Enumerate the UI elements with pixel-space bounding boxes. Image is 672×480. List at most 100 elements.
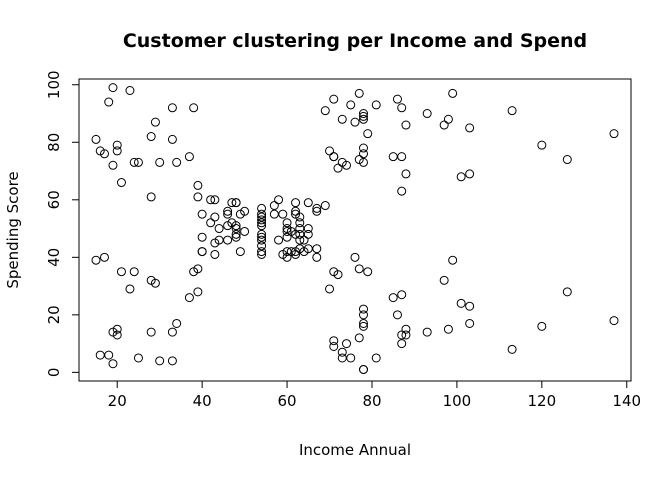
data-point <box>282 252 292 262</box>
data-point <box>269 209 279 219</box>
data-point <box>346 353 356 363</box>
y-tick-label: 60 <box>45 190 63 209</box>
data-point <box>358 364 368 374</box>
data-point <box>354 88 364 98</box>
data-point <box>257 235 267 245</box>
data-point <box>223 206 233 216</box>
data-point <box>465 318 475 328</box>
data-point <box>172 157 182 167</box>
chart-title: Customer clustering per Income and Spend <box>123 30 587 52</box>
data-point <box>401 120 411 130</box>
data-point <box>350 117 360 127</box>
data-point <box>392 94 402 104</box>
data-point <box>155 356 165 366</box>
data-point <box>206 195 216 205</box>
data-point <box>371 100 381 110</box>
plot-frame <box>78 78 632 382</box>
data-point <box>278 209 288 219</box>
data-point <box>257 215 267 225</box>
data-point <box>129 157 139 167</box>
data-point <box>333 163 343 173</box>
data-point <box>320 106 330 116</box>
data-point <box>112 146 122 156</box>
data-point <box>112 324 122 334</box>
data-point <box>155 157 165 167</box>
data-point <box>193 287 203 297</box>
data-point <box>439 120 449 130</box>
data-point <box>257 232 267 242</box>
data-point <box>609 316 619 326</box>
data-point <box>210 195 220 205</box>
data-point <box>231 224 241 234</box>
x-axis-label: Income Annual <box>299 441 411 459</box>
data-point <box>150 278 160 288</box>
data-point <box>303 198 313 208</box>
data-point <box>112 330 122 340</box>
data-point <box>104 97 114 107</box>
data-point <box>274 195 284 205</box>
data-point <box>146 327 156 337</box>
data-point <box>257 249 267 259</box>
data-point <box>291 206 301 216</box>
data-point <box>401 324 411 334</box>
data-point <box>358 111 368 121</box>
data-point <box>146 192 156 202</box>
data-point <box>95 350 105 360</box>
data-point <box>133 353 143 363</box>
y-tick-label: 0 <box>45 368 63 378</box>
data-point <box>397 330 407 340</box>
data-point <box>295 218 305 228</box>
data-point <box>358 318 368 328</box>
data-point <box>325 284 335 294</box>
data-point <box>184 152 194 162</box>
data-point <box>167 134 177 144</box>
data-point <box>291 198 301 208</box>
data-point <box>303 229 313 239</box>
data-point <box>609 129 619 139</box>
data-point <box>397 339 407 349</box>
data-point <box>397 186 407 196</box>
data-point <box>231 198 241 208</box>
data-point <box>299 235 309 245</box>
data-point <box>465 169 475 179</box>
data-point <box>562 155 572 165</box>
data-point <box>184 293 194 303</box>
x-tick-label: 40 <box>193 392 212 410</box>
data-point <box>537 321 547 331</box>
y-axis: 0 20 40 60 80 100 <box>45 70 79 377</box>
data-point <box>312 206 322 216</box>
data-point <box>257 229 267 239</box>
data-point <box>116 267 126 277</box>
data-point <box>269 201 279 211</box>
y-axis-label: Spending Score <box>4 171 22 288</box>
data-point <box>91 255 101 265</box>
data-point <box>193 192 203 202</box>
x-tick-label: 80 <box>362 392 381 410</box>
data-point <box>197 209 207 219</box>
data-point <box>388 152 398 162</box>
data-point <box>104 350 114 360</box>
data-point <box>303 224 313 234</box>
data-point <box>329 94 339 104</box>
x-axis: 20 40 60 80 100 120 140 <box>108 381 641 410</box>
data-point <box>91 134 101 144</box>
data-point <box>448 255 458 265</box>
y-tick-label: 40 <box>45 248 63 267</box>
data-point <box>223 209 233 219</box>
data-point <box>312 244 322 254</box>
data-point <box>456 298 466 308</box>
data-point <box>371 353 381 363</box>
data-point <box>363 267 373 277</box>
data-point <box>99 149 109 159</box>
data-point <box>116 178 126 188</box>
data-point <box>401 330 411 340</box>
data-point <box>240 226 250 236</box>
data-point <box>291 229 301 239</box>
x-tick-label: 60 <box>278 392 297 410</box>
data-point <box>325 146 335 156</box>
data-point <box>231 232 241 242</box>
x-tick-label: 100 <box>443 392 472 410</box>
data-point <box>329 341 339 351</box>
data-point <box>282 218 292 228</box>
